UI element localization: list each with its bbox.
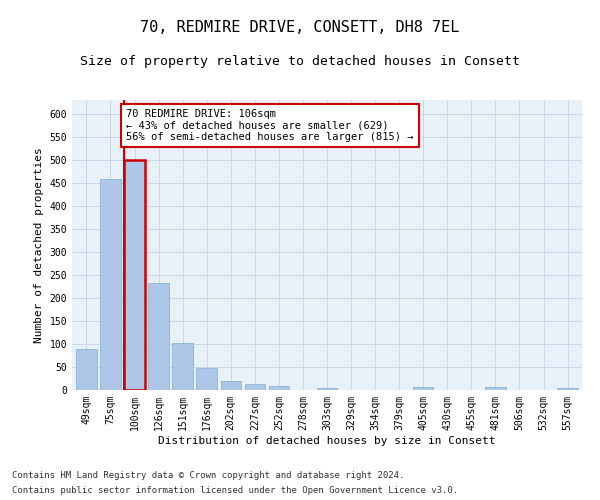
Text: Size of property relative to detached houses in Consett: Size of property relative to detached ho… <box>80 55 520 68</box>
Text: 70, REDMIRE DRIVE, CONSETT, DH8 7EL: 70, REDMIRE DRIVE, CONSETT, DH8 7EL <box>140 20 460 35</box>
Bar <box>124 160 145 390</box>
Bar <box>317 388 337 390</box>
Bar <box>148 282 169 390</box>
Bar <box>485 387 506 390</box>
Text: Contains public sector information licensed under the Open Government Licence v3: Contains public sector information licen… <box>12 486 458 495</box>
Bar <box>100 179 121 390</box>
Bar <box>196 368 217 390</box>
Bar <box>76 350 97 390</box>
Bar <box>269 386 289 390</box>
Text: 70 REDMIRE DRIVE: 106sqm
← 43% of detached houses are smaller (629)
56% of semi-: 70 REDMIRE DRIVE: 106sqm ← 43% of detach… <box>126 108 413 142</box>
Bar <box>221 382 241 390</box>
Y-axis label: Number of detached properties: Number of detached properties <box>34 147 44 343</box>
Bar <box>557 388 578 390</box>
Bar <box>413 387 433 390</box>
Bar <box>245 384 265 390</box>
X-axis label: Distribution of detached houses by size in Consett: Distribution of detached houses by size … <box>158 436 496 446</box>
Bar <box>172 342 193 390</box>
Text: Contains HM Land Registry data © Crown copyright and database right 2024.: Contains HM Land Registry data © Crown c… <box>12 471 404 480</box>
